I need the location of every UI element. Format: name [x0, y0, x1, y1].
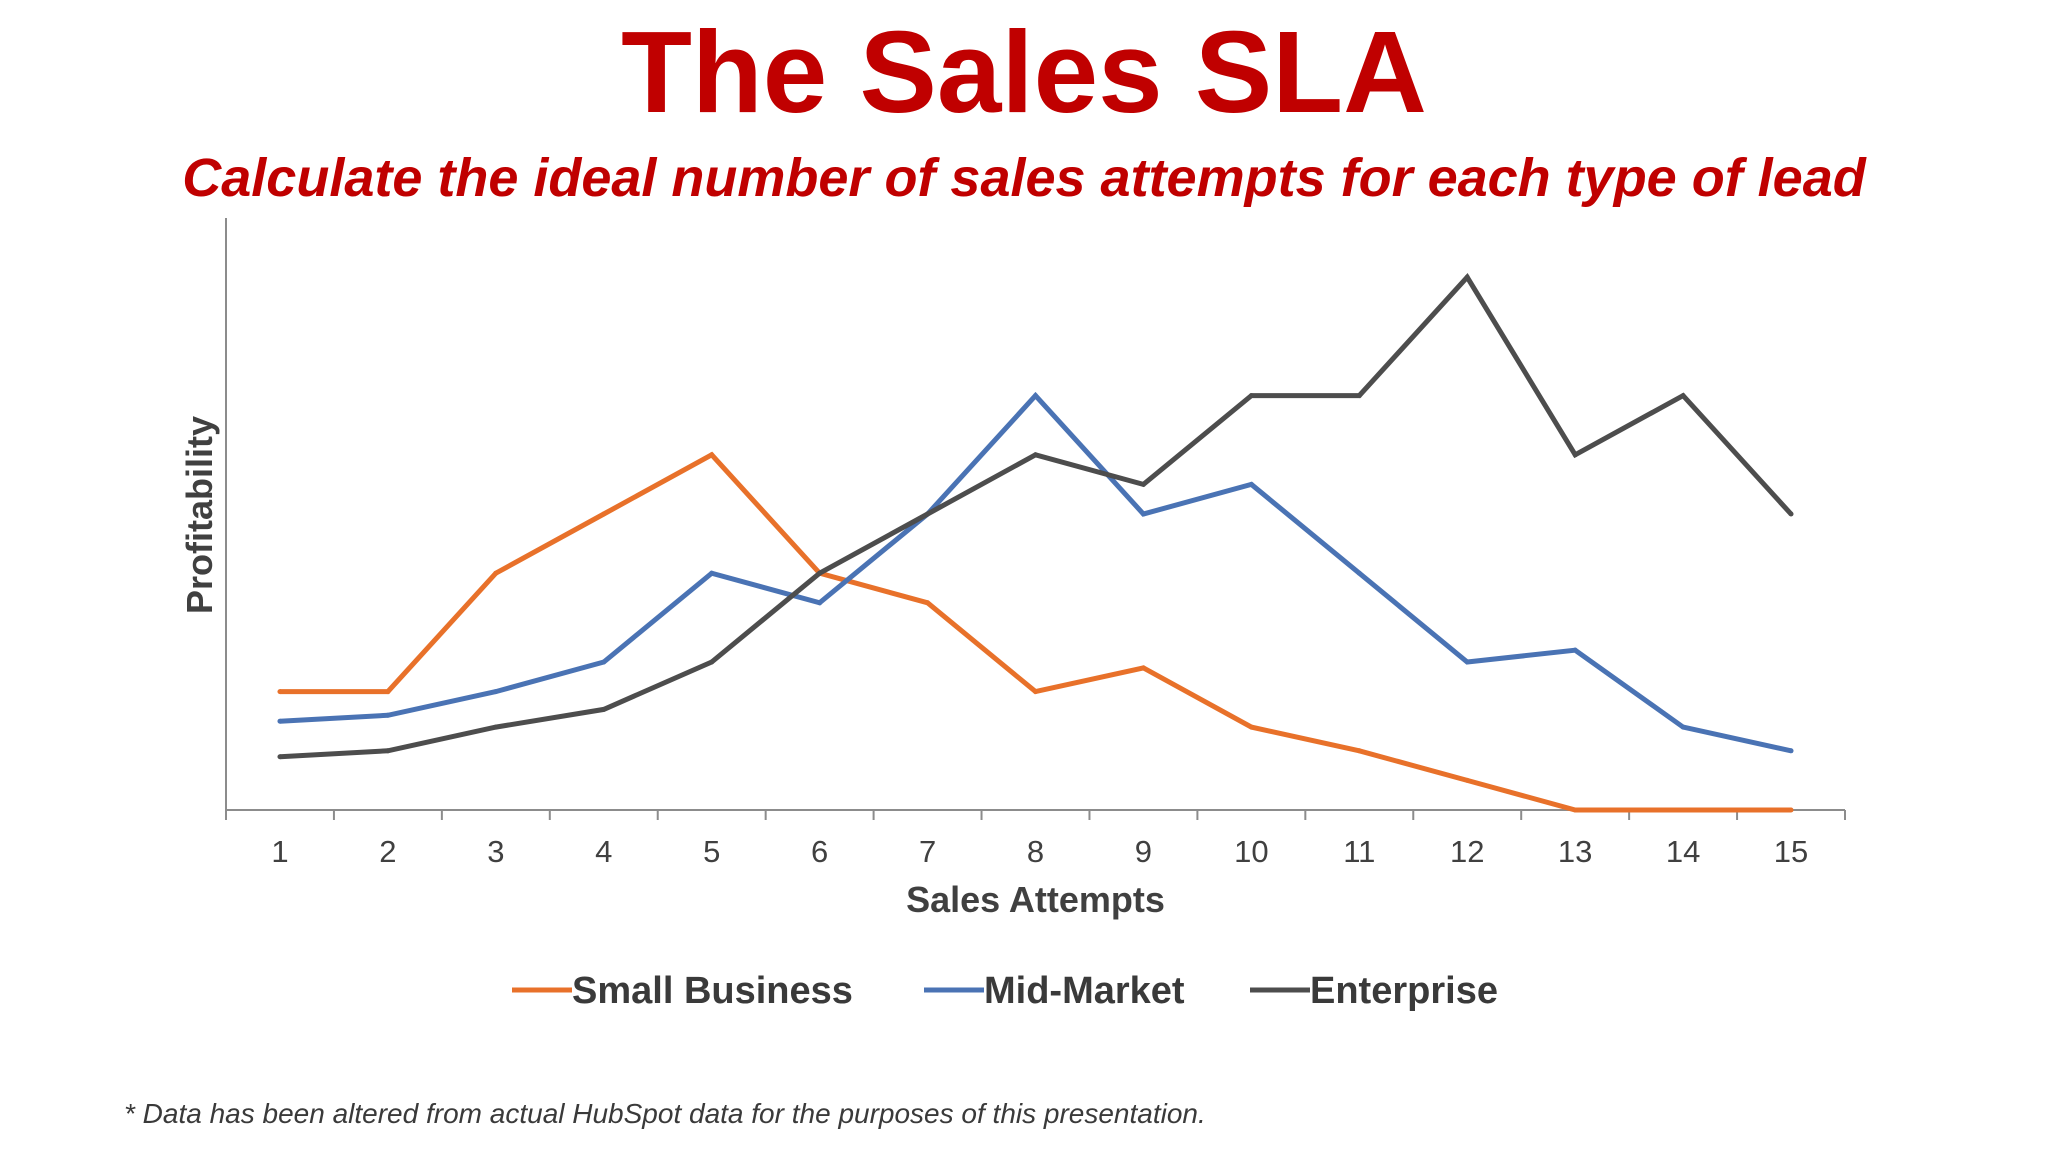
data-point-small-business	[601, 511, 607, 517]
data-point-enterprise	[1788, 511, 1794, 517]
data-point-enterprise	[1356, 393, 1362, 399]
data-point-enterprise	[1033, 452, 1038, 458]
legend-label-enterprise: Enterprise	[1310, 970, 1498, 1012]
data-point-small-business	[277, 689, 283, 695]
data-point-enterprise	[1248, 393, 1254, 399]
data-point-mid-market	[1788, 748, 1794, 754]
legend-label-mid-market: Mid-Market	[984, 970, 1185, 1012]
x-tick-label: 13	[1558, 834, 1592, 869]
x-tick-label: 10	[1234, 834, 1268, 869]
data-point-small-business	[1140, 665, 1146, 671]
x-tick-label: 5	[703, 834, 720, 869]
x-tick-label: 9	[1135, 834, 1152, 869]
slide-title: The Sales SLA	[621, 7, 1427, 137]
data-point-mid-market	[277, 718, 283, 724]
data-point-enterprise	[1140, 481, 1146, 487]
x-tick-label: 14	[1666, 834, 1700, 869]
x-tick-label: 8	[1027, 834, 1044, 869]
data-point-mid-market	[601, 659, 607, 665]
series-line-mid-market	[279, 391, 1792, 754]
data-point-small-business	[385, 689, 391, 695]
data-point-enterprise	[817, 570, 823, 576]
data-point-enterprise	[493, 724, 499, 730]
x-tick-label: 7	[919, 834, 936, 869]
data-point-enterprise	[1572, 452, 1578, 458]
data-point-mid-market	[1248, 481, 1254, 487]
data-point-small-business	[1356, 748, 1362, 754]
x-tick-label: 4	[595, 834, 612, 869]
data-point-mid-market	[1140, 511, 1146, 517]
data-point-enterprise	[1680, 393, 1686, 399]
data-point-mid-market	[493, 689, 499, 695]
data-point-mid-market	[1033, 393, 1038, 399]
data-point-small-business	[1248, 724, 1254, 730]
x-tick-label: 15	[1774, 834, 1808, 869]
data-point-small-business	[709, 452, 715, 458]
data-point-enterprise	[601, 706, 607, 712]
slide-subtitle: Calculate the ideal number of sales atte…	[182, 148, 1866, 208]
data-point-small-business	[1464, 777, 1470, 783]
data-point-enterprise	[709, 659, 715, 665]
y-axis-title: Profitability	[179, 416, 220, 614]
data-point-small-business	[1680, 807, 1686, 813]
data-point-small-business	[925, 600, 931, 606]
data-point-mid-market	[1680, 724, 1686, 730]
series-line-small-business	[280, 451, 1791, 813]
data-point-mid-market	[709, 570, 715, 576]
data-point-enterprise	[277, 754, 283, 760]
data-point-enterprise	[385, 748, 391, 754]
x-tick-label: 3	[487, 834, 504, 869]
x-tick-label: 2	[379, 834, 396, 869]
x-tick-label: 1	[271, 834, 288, 869]
data-point-small-business	[1572, 807, 1578, 813]
series-line-enterprise	[279, 273, 1793, 760]
data-point-small-business	[493, 570, 499, 576]
data-point-enterprise	[1464, 274, 1470, 280]
data-point-mid-market	[1572, 647, 1578, 653]
footnote: * Data has been altered from actual HubS…	[124, 1098, 1206, 1129]
x-tick-label: 11	[1343, 834, 1375, 869]
data-point-mid-market	[1464, 659, 1470, 665]
x-axis-title: Sales Attempts	[906, 879, 1165, 920]
legend-label-small-business: Small Business	[572, 970, 853, 1012]
data-point-small-business	[1033, 689, 1038, 695]
data-point-mid-market	[1356, 570, 1362, 576]
data-point-mid-market	[817, 600, 823, 606]
x-tick-label: 12	[1450, 834, 1484, 869]
x-tick-label: 6	[811, 834, 828, 869]
data-point-small-business	[1788, 807, 1794, 813]
data-point-mid-market	[385, 712, 391, 718]
data-point-enterprise	[925, 511, 931, 517]
